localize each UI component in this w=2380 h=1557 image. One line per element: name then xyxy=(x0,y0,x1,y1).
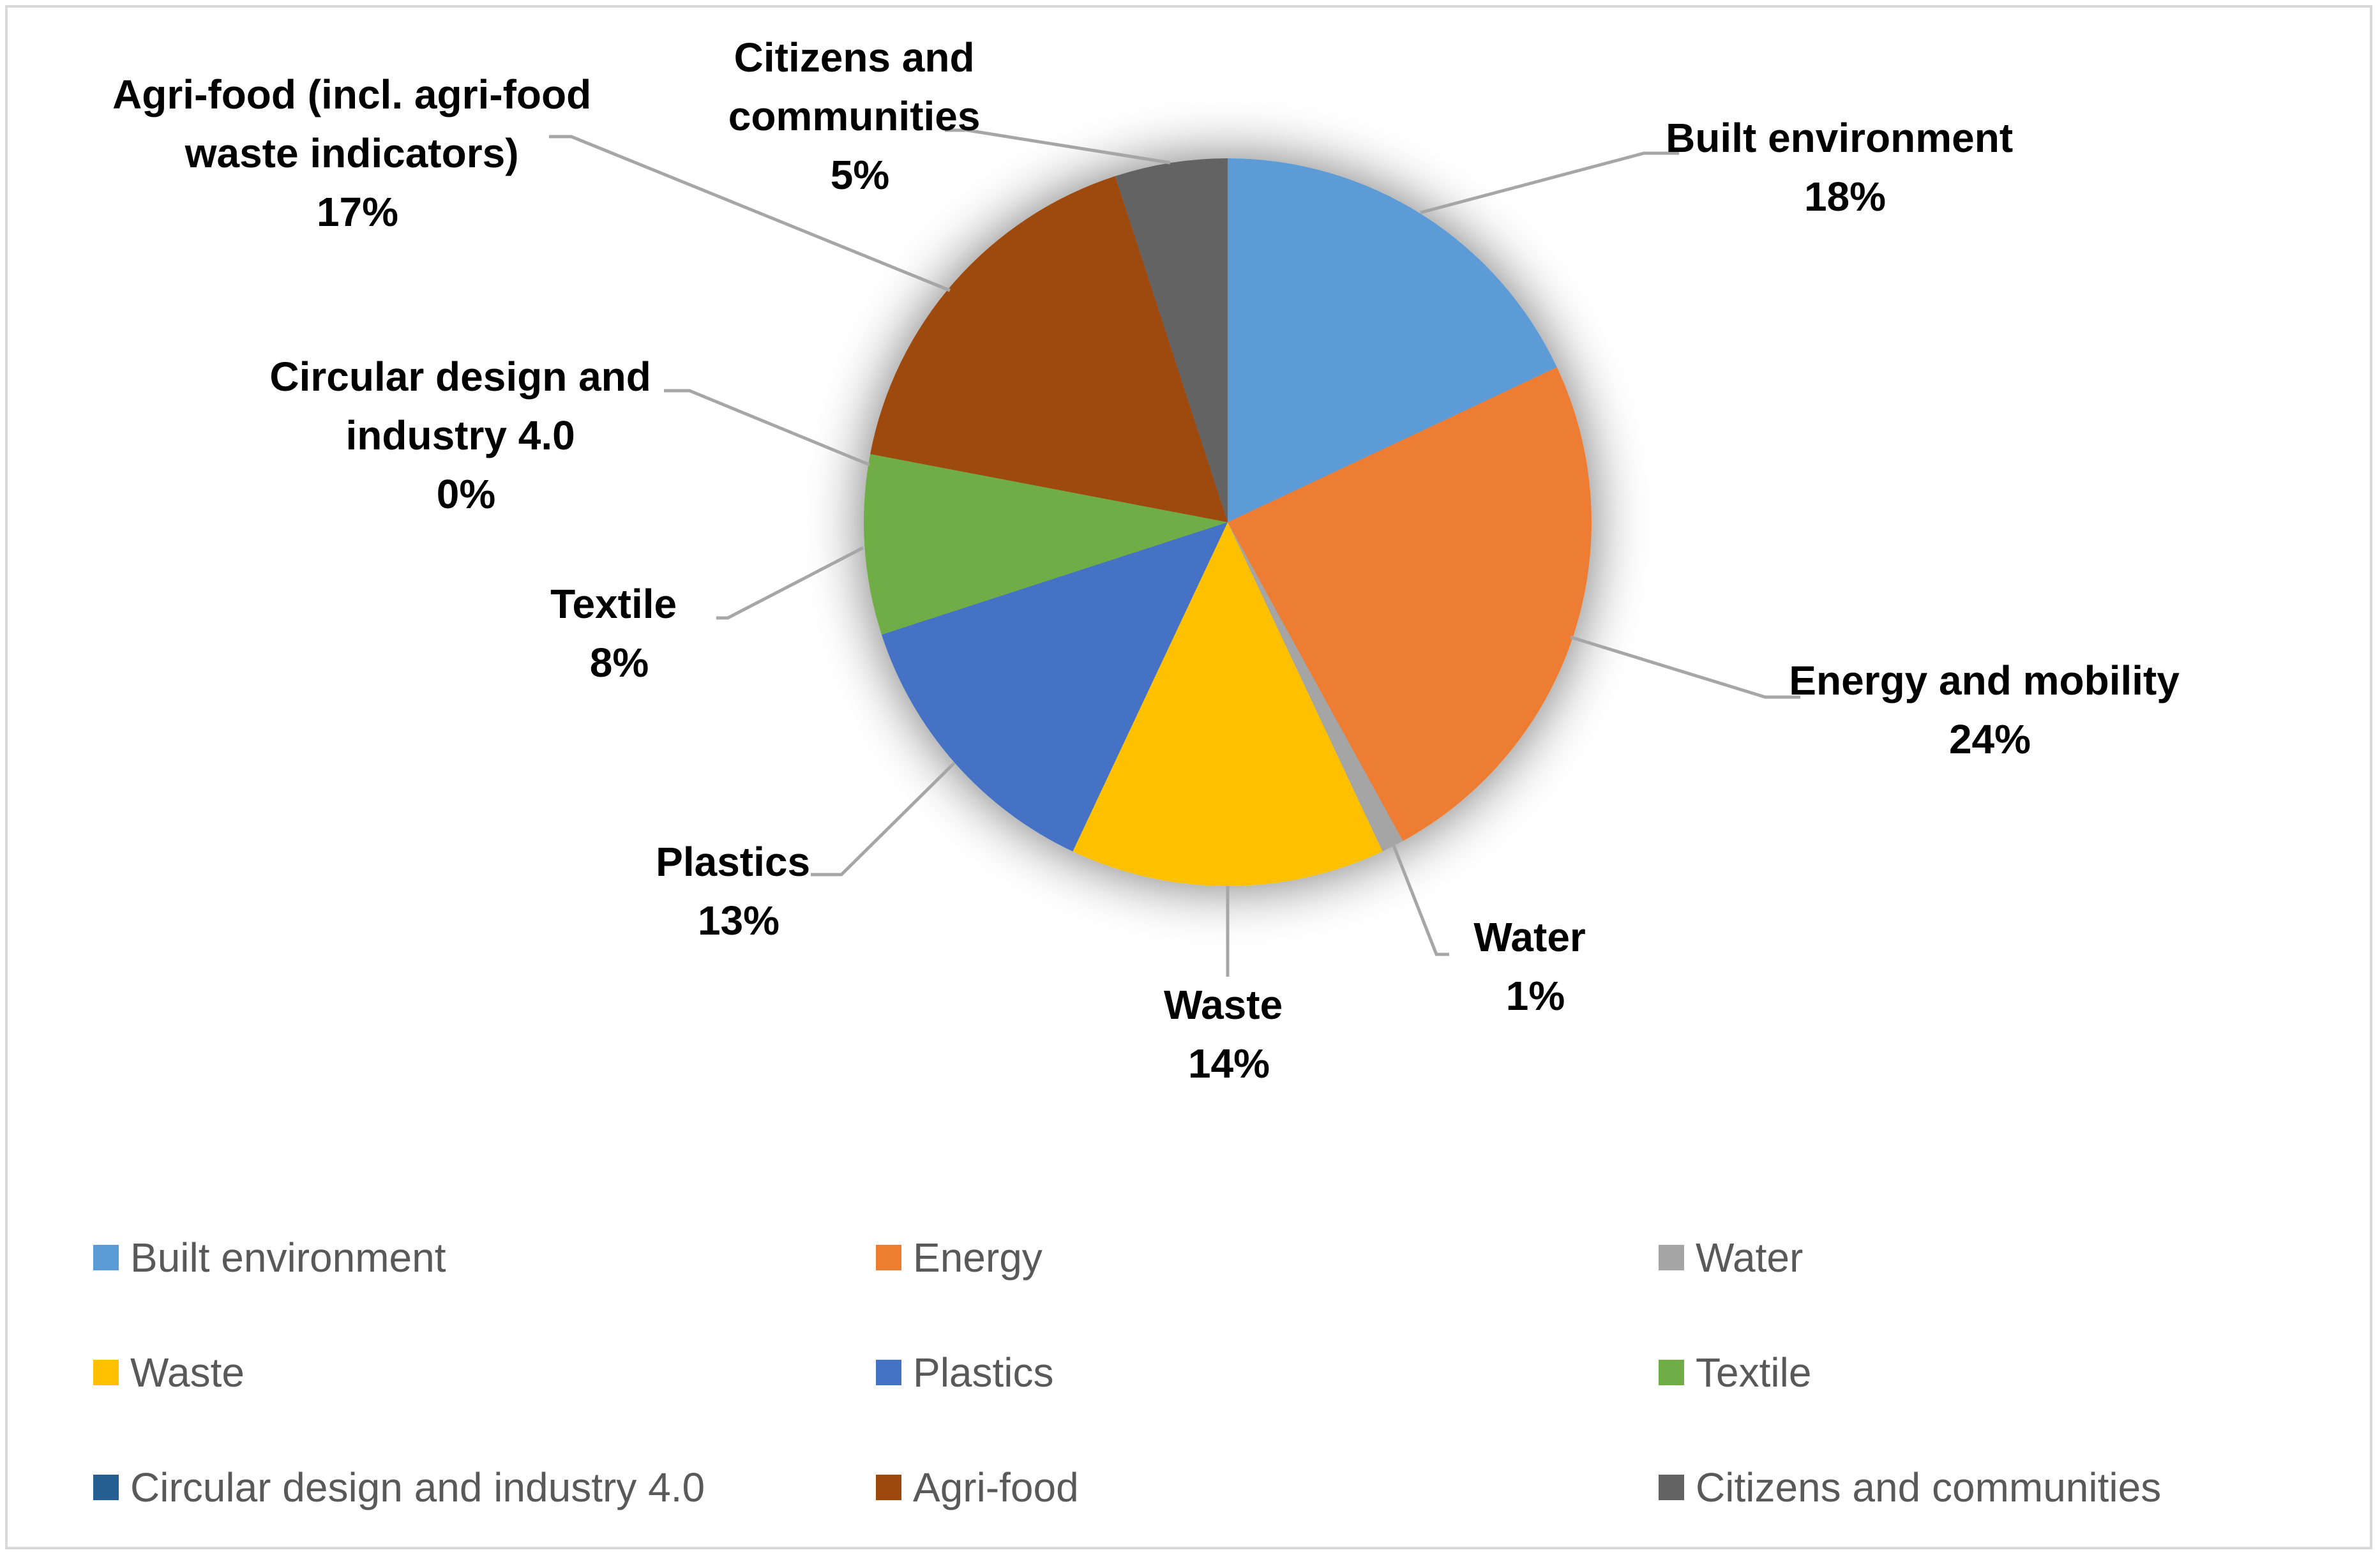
legend-swatch-built xyxy=(93,1245,119,1270)
legend-swatch-agri xyxy=(876,1475,901,1500)
data-label-circular-line1: Circular design and xyxy=(269,354,651,400)
legend-label-waste: Waste xyxy=(130,1350,245,1395)
data-label-textile: Textile 8% xyxy=(550,581,688,686)
legend-swatch-circular xyxy=(93,1475,119,1500)
data-label-agri-line2: waste indicators) xyxy=(185,130,519,176)
data-label-textile-name: Textile xyxy=(550,581,677,627)
data-label-plastics-name: Plastics xyxy=(656,839,810,885)
data-label-agri: Agri-food (incl. agri-food waste indicat… xyxy=(112,71,603,235)
legend-item-agri: Agri-food xyxy=(876,1464,1079,1510)
data-label-built-name: Built environment xyxy=(1666,115,2013,161)
data-label-textile-value: 8% xyxy=(590,640,649,686)
data-label-waste-value: 14% xyxy=(1188,1041,1270,1087)
leader-lines xyxy=(549,128,1800,977)
data-label-citizens-line2: communities xyxy=(728,93,981,139)
legend-label-energy: Energy xyxy=(913,1235,1043,1281)
legend-label-agri: Agri-food xyxy=(913,1464,1079,1510)
data-label-energy-name: Energy and mobility xyxy=(1789,658,2180,703)
legend-label-water: Water xyxy=(1696,1235,1803,1281)
pie-slice-energy xyxy=(1228,367,1592,841)
data-label-circular-value: 0% xyxy=(437,471,496,517)
legend-swatch-water xyxy=(1659,1245,1684,1270)
data-label-citizens-value: 5% xyxy=(831,152,890,198)
data-label-energy-value: 24% xyxy=(1949,716,2031,762)
legend-swatch-plastics xyxy=(876,1360,901,1385)
data-label-plastics-value: 13% xyxy=(698,898,780,944)
pie-slice-water xyxy=(1228,522,1403,852)
legend-swatch-waste xyxy=(93,1360,119,1385)
legend-item-textile: Textile xyxy=(1659,1350,1811,1395)
legend-label-textile: Textile xyxy=(1696,1350,1811,1395)
data-label-water-value: 1% xyxy=(1506,973,1565,1019)
data-labels: Built environment 18% Energy and mobilit… xyxy=(112,34,2190,1087)
pie-slice-plastics xyxy=(881,522,1228,852)
data-label-plastics: Plastics 13% xyxy=(656,839,822,944)
pie-slice-citizens xyxy=(1115,158,1228,522)
legend-item-plastics: Plastics xyxy=(876,1350,1054,1395)
legend-label-built: Built environment xyxy=(130,1235,446,1281)
data-label-waste-name: Waste xyxy=(1164,982,1283,1028)
legend-item-circular: Circular design and industry 4.0 xyxy=(93,1464,705,1510)
legend-item-water: Water xyxy=(1659,1235,1803,1281)
legend-swatch-citizens xyxy=(1659,1475,1684,1500)
leader-line-energy xyxy=(1570,635,1800,699)
legend-item-citizens: Citizens and communities xyxy=(1659,1464,2161,1510)
legend-label-circular: Circular design and industry 4.0 xyxy=(130,1464,705,1510)
data-label-water: Water 1% xyxy=(1473,914,1597,1019)
legend-label-citizens: Citizens and communities xyxy=(1696,1464,2161,1510)
leader-line-circular xyxy=(664,389,870,467)
legend-item-energy: Energy xyxy=(876,1235,1043,1281)
data-label-built: Built environment 18% xyxy=(1666,115,2024,220)
leader-line-citizens xyxy=(945,128,1171,165)
pie-slice-built xyxy=(1228,158,1557,522)
data-label-energy: Energy and mobility 24% xyxy=(1789,658,2190,762)
data-label-citizens-line1: Citizens and xyxy=(734,34,975,80)
legend: Built environment Energy Water Waste Pla… xyxy=(93,1235,2161,1510)
data-label-water-name: Water xyxy=(1473,914,1585,960)
leader-line-built xyxy=(1420,151,1679,214)
pie-slice-waste xyxy=(1073,522,1383,886)
data-label-waste: Waste 14% xyxy=(1164,982,1294,1087)
leader-line-plastics xyxy=(811,762,956,876)
leader-line-textile xyxy=(716,546,864,620)
data-label-circular-line2: industry 4.0 xyxy=(346,412,575,458)
leader-line-water xyxy=(1391,843,1449,956)
pie-slice-textile xyxy=(864,454,1228,635)
data-label-citizens: Citizens and communities 5% xyxy=(728,34,992,198)
pie-slices xyxy=(864,158,1592,886)
data-label-agri-value: 17% xyxy=(317,189,398,235)
legend-item-built: Built environment xyxy=(93,1235,446,1281)
data-label-agri-line1: Agri-food (incl. agri-food xyxy=(112,71,591,117)
legend-swatch-textile xyxy=(1659,1360,1684,1385)
legend-label-plastics: Plastics xyxy=(913,1350,1054,1395)
data-label-built-value: 18% xyxy=(1804,174,1886,220)
legend-item-waste: Waste xyxy=(93,1350,245,1395)
leader-line-agri xyxy=(549,135,951,292)
legend-swatch-energy xyxy=(876,1245,901,1270)
data-label-circular: Circular design and industry 4.0 0% xyxy=(269,354,662,517)
pie-slice-agri xyxy=(870,176,1228,522)
